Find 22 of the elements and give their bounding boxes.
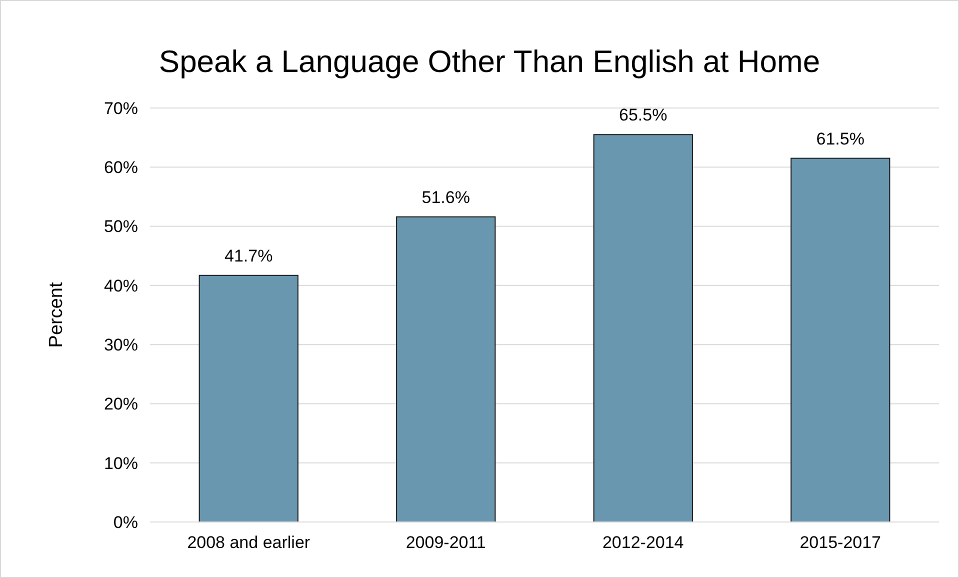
x-tick-label: 2012-2014	[602, 533, 684, 552]
data-label: 41.7%	[224, 246, 273, 266]
bar	[396, 216, 496, 522]
y-tick-label: 30%	[104, 336, 138, 355]
y-tick-label: 70%	[104, 98, 138, 118]
y-tick-label: 60%	[104, 158, 138, 178]
y-axis-title: Percent	[46, 282, 67, 348]
y-tick-label: 10%	[104, 454, 138, 473]
x-tick-label: 2008 and earlier	[187, 533, 310, 552]
bar	[198, 274, 298, 522]
bar	[790, 158, 890, 522]
data-label: 51.6%	[422, 188, 470, 207]
y-tick-label: 20%	[104, 394, 138, 414]
x-tick-label: 2015-2017	[800, 533, 882, 552]
chart-title: Speak a Language Other Than English at Home	[158, 44, 820, 79]
y-tick-label: 40%	[104, 276, 138, 296]
data-label: 61.5%	[816, 129, 864, 148]
data-label: 65.5%	[619, 106, 668, 125]
y-tick-label: 50%	[104, 217, 138, 236]
y-tick-label: 0%	[113, 512, 138, 532]
bar	[593, 134, 693, 522]
x-tick-label: 2009-2011	[406, 533, 486, 552]
